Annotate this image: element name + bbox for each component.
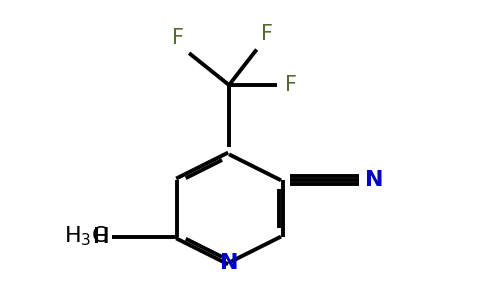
Text: N: N <box>365 170 384 190</box>
Text: F: F <box>285 75 297 95</box>
Text: N: N <box>220 253 238 273</box>
Text: H: H <box>93 226 108 247</box>
Text: H: H <box>94 226 110 247</box>
Text: F: F <box>171 28 183 48</box>
Text: $\mathsf{H_3C}$: $\mathsf{H_3C}$ <box>64 225 108 248</box>
Text: F: F <box>261 24 273 44</box>
